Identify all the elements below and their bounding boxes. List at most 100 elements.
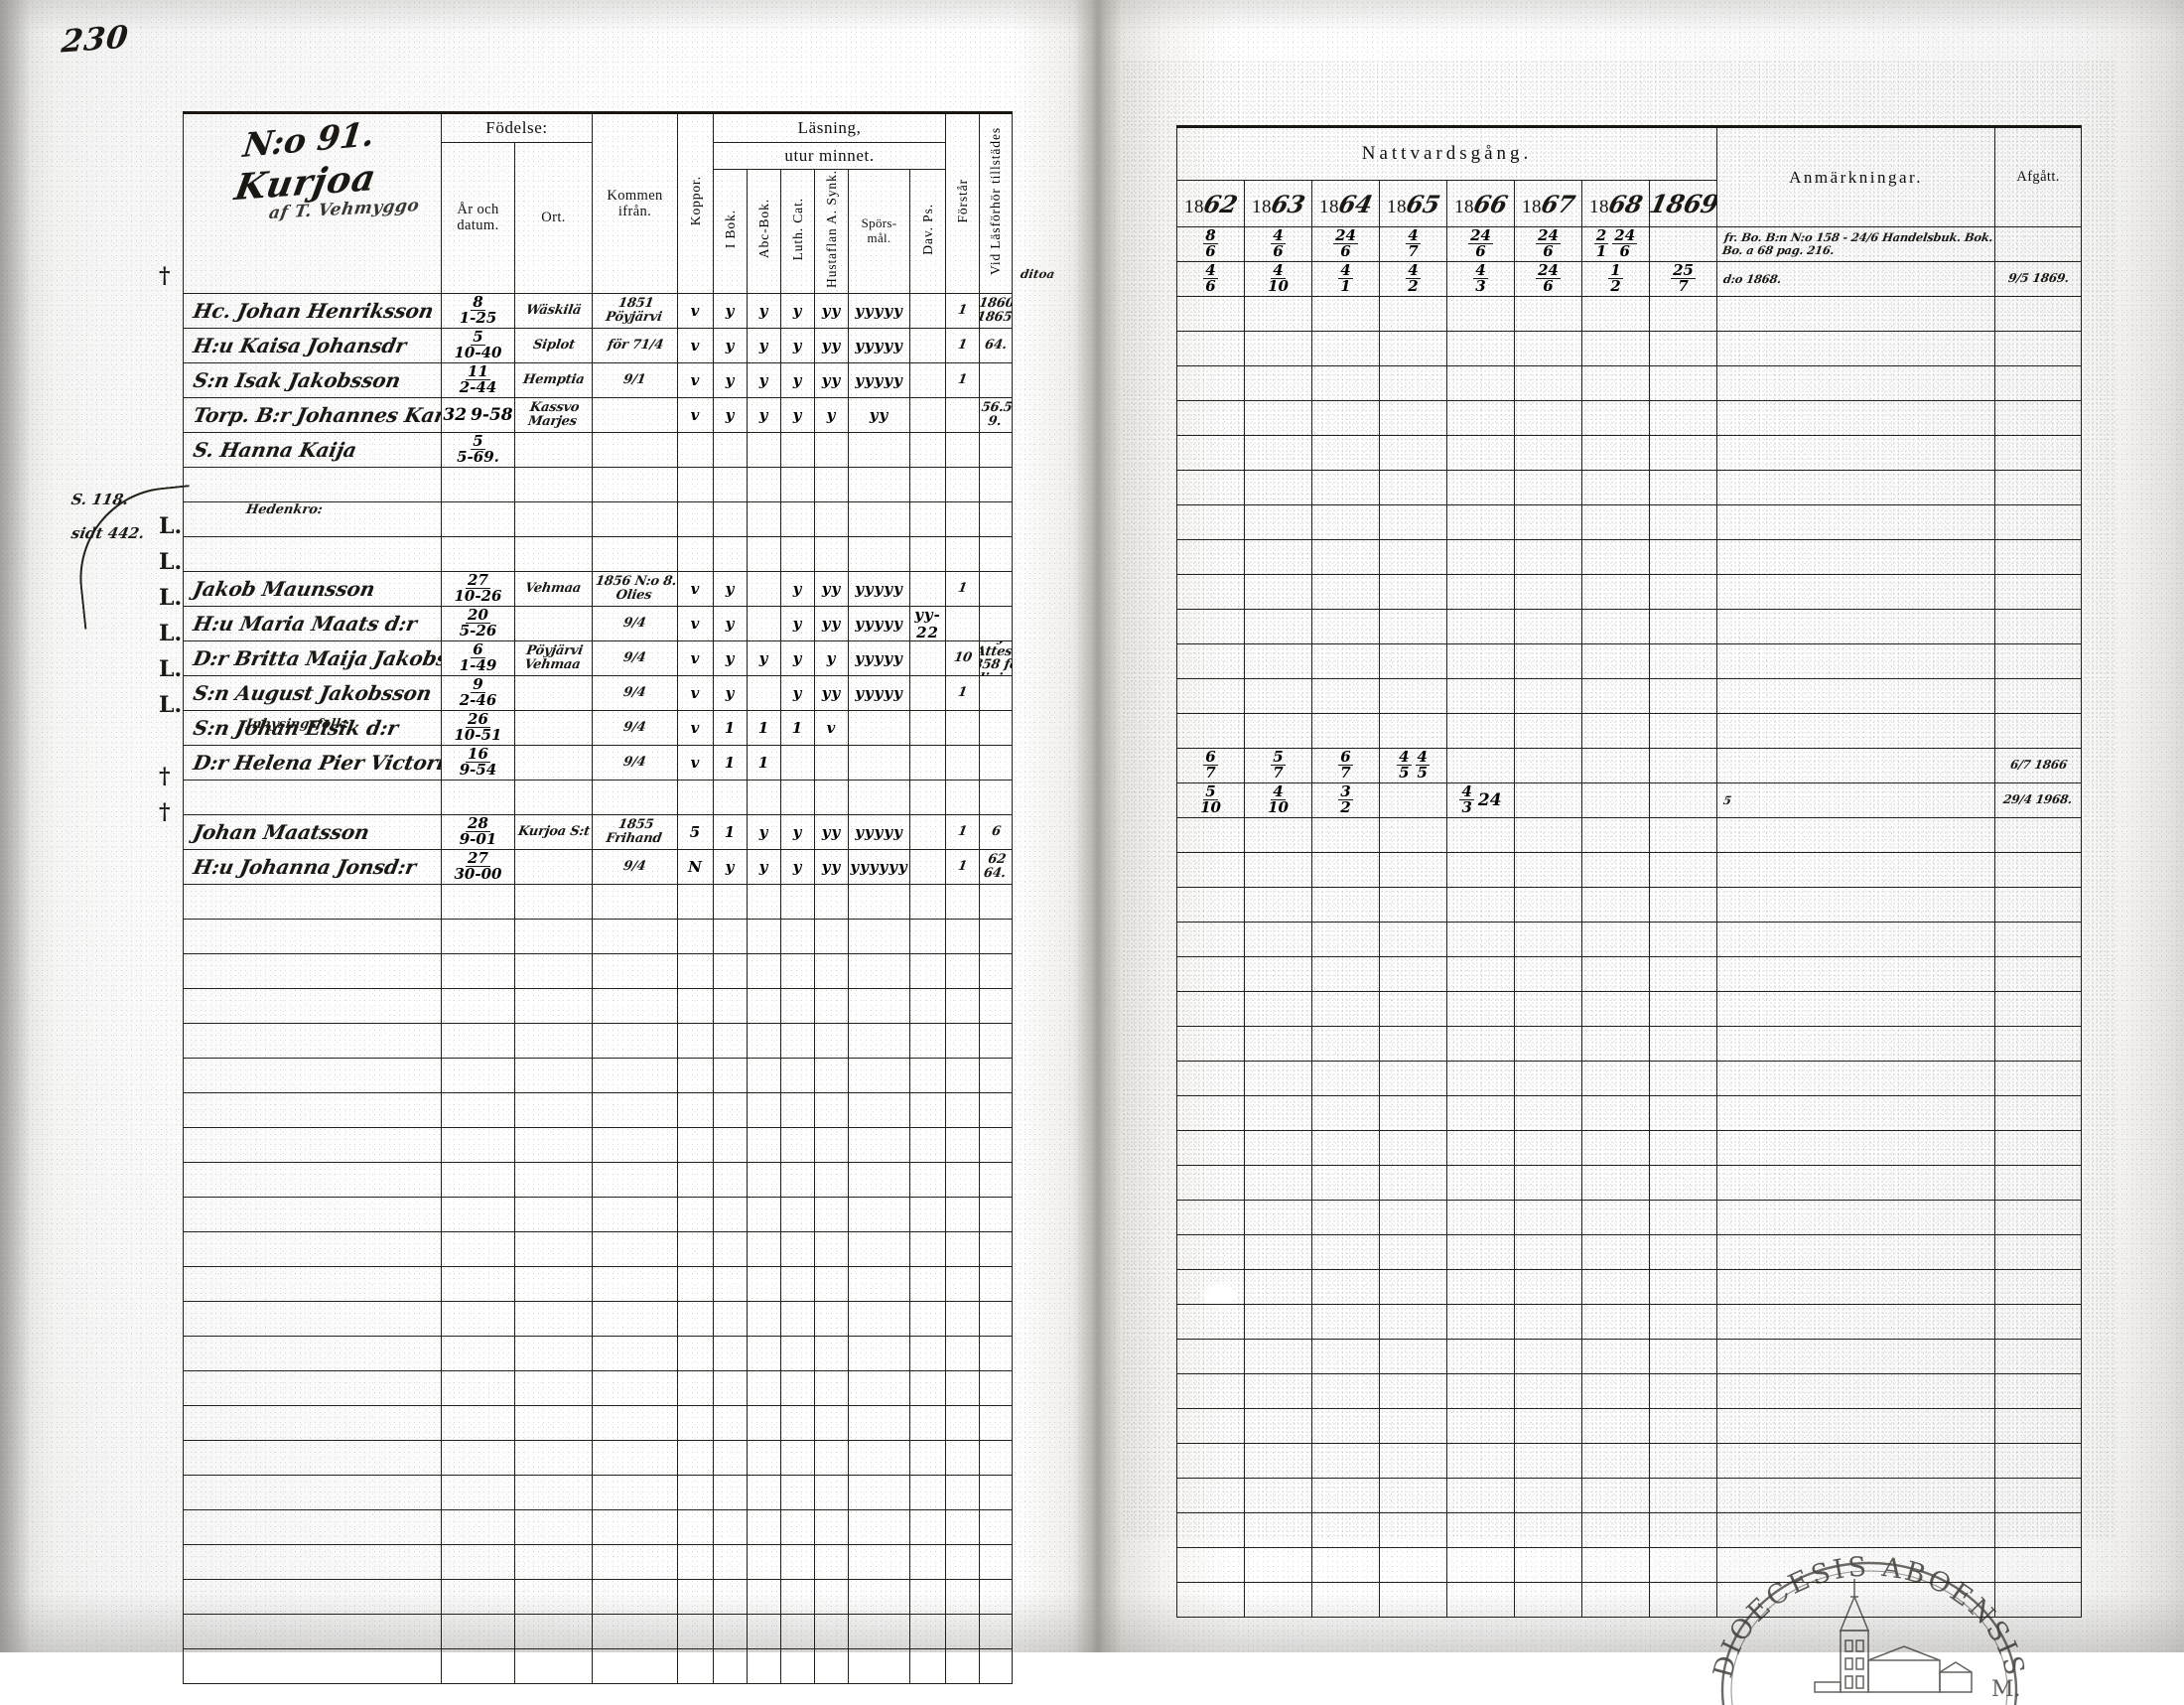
table-row-empty[interactable]: [183, 1091, 1014, 1128]
table-row[interactable]: [1176, 678, 2083, 714]
table-row[interactable]: [1176, 400, 2083, 436]
table-row-empty[interactable]: [183, 1404, 1014, 1441]
table-row[interactable]: [1176, 331, 2083, 366]
table-row-empty[interactable]: [183, 1578, 1014, 1615]
table-row[interactable]: [1176, 817, 2083, 853]
table-row[interactable]: [1176, 539, 2083, 575]
table-row-empty[interactable]: [183, 883, 1014, 920]
table-row-empty[interactable]: [183, 1508, 1014, 1545]
cell-empty: [945, 1335, 981, 1371]
table-row-empty[interactable]: [183, 1057, 1014, 1093]
table-row[interactable]: [1176, 609, 2083, 644]
table-row-empty[interactable]: [1176, 1269, 2083, 1305]
table-row-empty[interactable]: [183, 1647, 1014, 1684]
cell-empty: [747, 1647, 782, 1684]
table-row[interactable]: 4 6 4 10 4 1 4 2 4 3 24 6 1 2 25 7 d:o 1868. 9/5 1869.: [1176, 261, 2083, 297]
table-row-empty[interactable]: [1176, 1582, 2083, 1618]
table-row[interactable]: [1176, 470, 2083, 505]
table-row-empty[interactable]: [1176, 1547, 2083, 1583]
table-row-empty[interactable]: [183, 1161, 1014, 1198]
cell-empty: [441, 1335, 515, 1371]
table-row[interactable]: Jakob Maunsson 27 10-26 Vehmaa 1856 N:o 8. O…: [183, 570, 1014, 607]
table-row-empty[interactable]: [183, 1543, 1014, 1580]
table-row-empty[interactable]: [183, 1230, 1014, 1267]
table-row[interactable]: [1176, 643, 2083, 679]
table-row[interactable]: 5 10 4 10 3 2 4 3 24 5 29/4 1968.: [1176, 782, 2083, 818]
cell-empty: [183, 1578, 442, 1615]
table-row-empty[interactable]: [1176, 1304, 2083, 1340]
table-row-empty[interactable]: [1176, 1026, 2083, 1062]
table-row-empty[interactable]: [1176, 1443, 2083, 1479]
table-row[interactable]: [183, 535, 1014, 572]
table-row-empty[interactable]: [1176, 1061, 2083, 1096]
cell-communion-7: [1581, 643, 1650, 679]
table-row[interactable]: [1176, 435, 2083, 471]
table-row-empty[interactable]: [1176, 852, 2083, 888]
table-row-empty[interactable]: [1176, 1200, 2083, 1235]
table-row-empty[interactable]: [183, 1613, 1014, 1649]
table-row-empty[interactable]: [183, 1335, 1014, 1371]
table-row-empty[interactable]: [1176, 1095, 2083, 1131]
table-row-empty[interactable]: [1176, 1165, 2083, 1201]
cell-empty: [909, 1474, 947, 1510]
table-row[interactable]: Torp. B:r Johannes Karlsson 32 9-58 Kassvo …: [183, 396, 1014, 433]
table-row[interactable]: [1176, 713, 2083, 749]
table-row-empty[interactable]: [1176, 1339, 2083, 1374]
table-row-empty[interactable]: [183, 1126, 1014, 1163]
table-row-empty[interactable]: [1176, 1478, 2083, 1513]
table-row[interactable]: [1176, 365, 2083, 401]
cell-empty: [1446, 1130, 1515, 1166]
table-row[interactable]: 6 7 5 7 6 7 4 5 4 5 6/7 1866: [1176, 748, 2083, 783]
table-row[interactable]: [1176, 574, 2083, 610]
table-row[interactable]: [1176, 504, 2083, 540]
table-row[interactable]: D:r Britta Maija Jakobsd:r 6 1-49 Pöyjärvi …: [183, 639, 1014, 676]
table-row-empty[interactable]: [183, 952, 1014, 989]
table-row[interactable]: [183, 466, 1014, 502]
header-col-luth-label: Luth. Cat.: [789, 197, 805, 261]
table-row-empty[interactable]: [1176, 956, 2083, 992]
table-row-empty[interactable]: [1176, 1130, 2083, 1166]
table-row-empty[interactable]: [1176, 1373, 2083, 1409]
table-row[interactable]: S. Hanna Kaija 5 5-69.: [183, 431, 1014, 468]
table-row-empty[interactable]: [183, 1265, 1014, 1302]
cell-empty: [848, 952, 911, 989]
table-row[interactable]: [183, 500, 1014, 537]
table-row[interactable]: Hc. Johan Henriksson 8 1-25 Wäskilä 1851 Pöy…: [183, 292, 1014, 329]
header-year-handwritten: 1869: [1649, 189, 1717, 218]
cell-communion-5: [1446, 609, 1515, 644]
table-row[interactable]: [183, 779, 1014, 815]
table-row[interactable]: S:n Johan Elsik d:r 26 10-51 9/4 v 1 1 1 v: [183, 709, 1014, 746]
table-row-empty[interactable]: [1176, 1234, 2083, 1270]
table-row[interactable]: [1176, 296, 2083, 332]
cell-communion-6: [1514, 643, 1582, 679]
table-row-empty[interactable]: [183, 1022, 1014, 1059]
table-row[interactable]: H:u Maria Maats d:r 20 5-26 9/4 v y y yy yyyyy yy…: [183, 605, 1014, 641]
table-row-empty[interactable]: [1176, 922, 2083, 957]
table-row-empty[interactable]: [1176, 1408, 2083, 1444]
table-row[interactable]: H:u Kaisa Johansdr 5 10-40 Siplot för 71/4 v y…: [183, 327, 1014, 363]
table-row-empty[interactable]: [1176, 991, 2083, 1027]
table-row-empty[interactable]: [183, 987, 1014, 1024]
table-row[interactable]: 8 6 4 6 24 6 4 7 24 6 24 6 2 1 24 6 fr. Bo. B:n N:o 158 …: [1176, 226, 2083, 262]
table-row-empty[interactable]: [183, 918, 1014, 954]
table-row[interactable]: S:n August Jakobsson 9 2-46 9/4 v y y yy yyyyy 1: [183, 674, 1014, 711]
table-row-empty[interactable]: [183, 1196, 1014, 1232]
cell-empty: [979, 1439, 1014, 1476]
table-row-empty[interactable]: [1176, 1512, 2083, 1548]
cell-empty: [513, 1091, 594, 1128]
cell-empty: [713, 1126, 749, 1163]
table-row[interactable]: S:n Isak Jakobsson 11 2-44 Hemptia 9/1 v y y y yy…: [183, 361, 1014, 398]
cell-davps: [909, 779, 947, 815]
table-row-empty[interactable]: [183, 1474, 1014, 1510]
table-row-empty[interactable]: [1176, 887, 2083, 923]
cell-empty: [677, 1300, 715, 1337]
table-row-empty[interactable]: [183, 1369, 1014, 1406]
cell-empty: [814, 1091, 850, 1128]
table-row-empty[interactable]: [183, 1300, 1014, 1337]
table-row-empty[interactable]: [183, 1439, 1014, 1476]
cell-empty: [1311, 1547, 1380, 1583]
table-row[interactable]: Johan Maatsson 28 9-01 Kurjoa S:t 1855 Friha…: [183, 813, 1014, 850]
